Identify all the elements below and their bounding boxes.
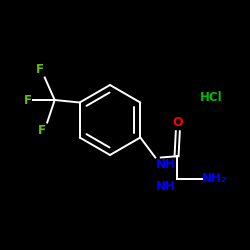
Text: NH₂: NH₂	[202, 172, 227, 185]
Text: O: O	[172, 116, 183, 129]
Text: F: F	[36, 63, 44, 76]
Text: NH: NH	[156, 158, 176, 171]
Text: F: F	[38, 124, 46, 137]
Text: F: F	[24, 94, 32, 106]
Text: HCl: HCl	[200, 91, 223, 104]
Text: NH: NH	[156, 180, 176, 192]
